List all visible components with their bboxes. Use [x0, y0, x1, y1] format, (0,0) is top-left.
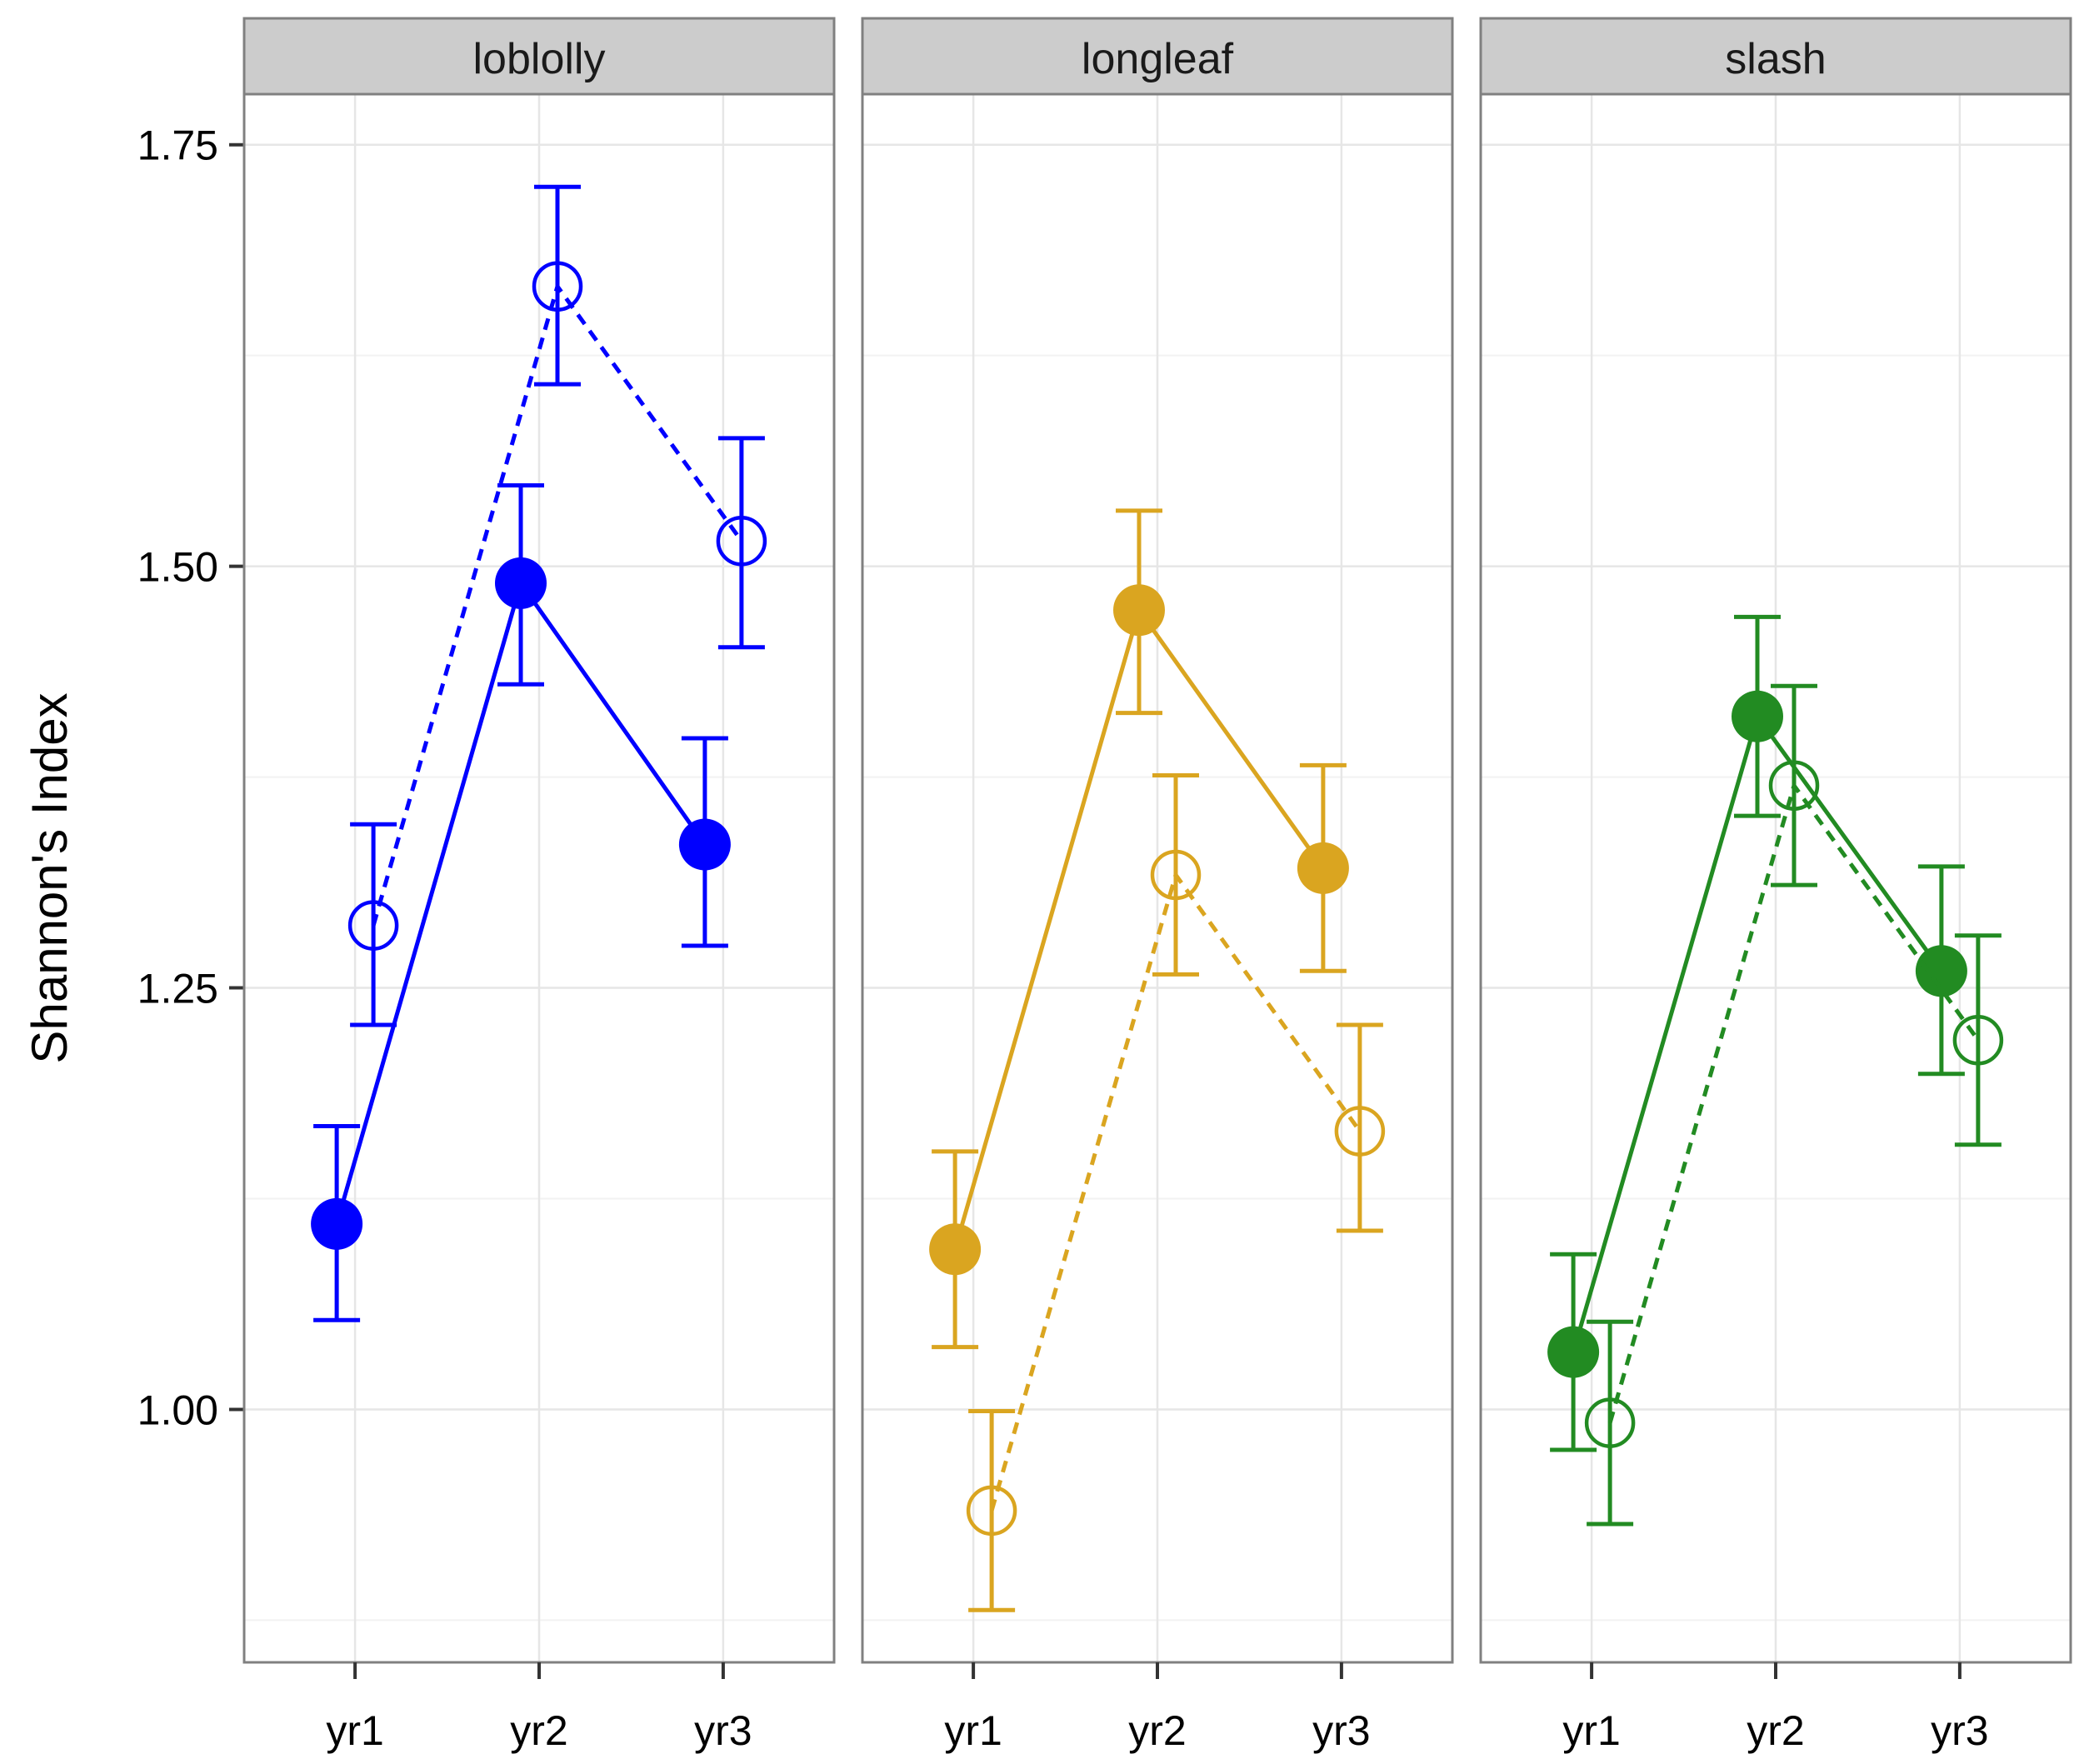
data-point-open [347, 900, 399, 951]
x-tick-label: yr3 [1931, 1707, 1988, 1754]
y-axis: 1.00 1.25 1.50 1.75 Shannon's Index [22, 94, 246, 1662]
y-tick-label: 1.75 [137, 122, 218, 169]
data-point-filled [495, 557, 547, 609]
y-axis-title: Shannon's Index [22, 692, 77, 1063]
facet-panel-loblolly: loblolly yr1 yr2 yr3 [242, 17, 836, 1754]
data-point-filled [1547, 1326, 1600, 1378]
data-point-filled [929, 1223, 982, 1276]
data-point-filled [1297, 842, 1349, 894]
data-point-open [1334, 1106, 1386, 1157]
x-tick-label: yr2 [1747, 1707, 1804, 1754]
facet-strip [242, 17, 836, 96]
y-tick-label: 1.25 [137, 966, 218, 1012]
data-point-open [716, 516, 767, 567]
x-tick-label: yr2 [510, 1707, 567, 1754]
y-tick-label: 1.00 [137, 1387, 218, 1433]
facet-panel-slash: slash yr1 yr2 yr3 [1479, 17, 2072, 1754]
facet-panel-longleaf: longleaf yr1 yr2 yr3 [861, 17, 1454, 1754]
data-point-open [532, 261, 583, 312]
data-point-open [1584, 1397, 1636, 1448]
data-point-filled [311, 1197, 363, 1250]
facet-strip [1479, 17, 2072, 96]
x-tick-label: yr1 [1562, 1707, 1620, 1754]
x-tick-label: yr2 [1128, 1707, 1186, 1754]
x-tick-label: yr3 [694, 1707, 752, 1754]
facet-strip-label: slash [1725, 35, 1826, 83]
data-point-open [1952, 1015, 2004, 1066]
facet-strip-label: loblolly [473, 35, 606, 83]
data-point-filled [678, 818, 731, 871]
data-point-filled [1732, 690, 1783, 742]
facet-strip [861, 17, 1454, 96]
data-point-open [966, 1485, 1017, 1537]
x-tick-label: yr3 [1312, 1707, 1370, 1754]
x-tick-label: yr1 [944, 1707, 1002, 1754]
y-tick-label: 1.50 [137, 544, 218, 591]
facet-strip-label: longleaf [1082, 35, 1234, 83]
data-point-open [1768, 760, 1820, 811]
data-point-open [1150, 849, 1202, 901]
data-point-filled [1915, 945, 1967, 997]
x-tick-label: yr1 [326, 1707, 383, 1754]
data-point-filled [1113, 584, 1165, 637]
